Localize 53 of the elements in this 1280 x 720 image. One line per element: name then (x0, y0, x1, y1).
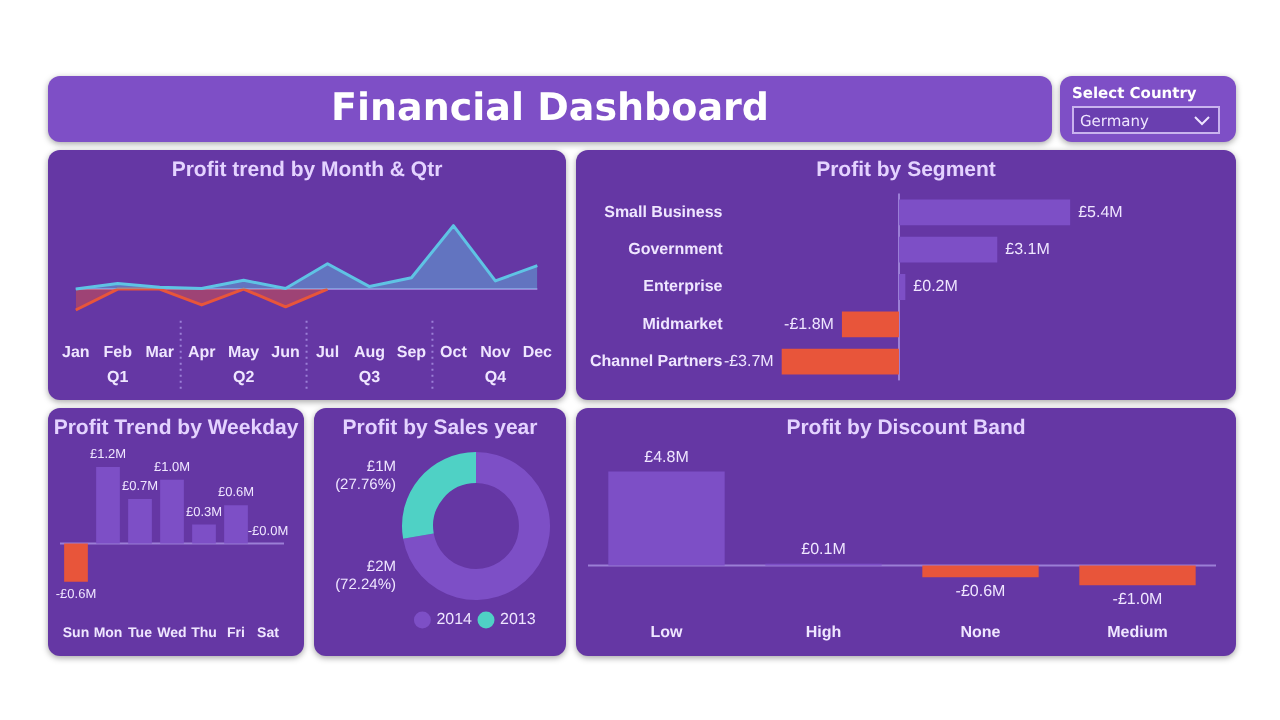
x-tick-label: Aug (353, 342, 386, 361)
x-tick-label: Jan (61, 342, 90, 361)
chart-title: Profit by Segment (814, 158, 998, 182)
data-label: -£1.0M (1112, 589, 1164, 608)
data-label: -£1.8M (784, 314, 835, 333)
x-tick-label: Mar (145, 342, 174, 361)
y-tick-label: Small Business (604, 202, 724, 221)
y-tick-label: Government (628, 240, 724, 259)
text: Financial Dashboard (48, 76, 1052, 142)
x-tick-label: Sep (396, 342, 427, 361)
x-tick-label: Low (650, 622, 685, 641)
data-label: £3.1M (1005, 240, 1051, 259)
data-label: £0.1M (801, 540, 847, 559)
x-tick-label: Jul (315, 342, 340, 361)
bar (96, 467, 120, 544)
legend-label: 2014 (436, 610, 474, 629)
y-tick-label: Midmarket (642, 314, 724, 333)
y-tick-label: Enterprise (643, 277, 724, 296)
data-label: £4.8M (644, 447, 690, 466)
bar (192, 524, 216, 544)
x-tick-label: None (960, 622, 1002, 641)
chart-title: Profit Trend by Weekday (51, 416, 301, 440)
x-tick-label: Dec (522, 342, 554, 361)
x-tick-label: May (228, 342, 261, 361)
text: Q3 (358, 368, 382, 387)
bar (841, 311, 899, 338)
x-tick-label: Nov (480, 342, 512, 361)
text: Q2 (232, 368, 256, 387)
bar (160, 479, 184, 544)
data-label: -£3.7M (723, 352, 775, 371)
data-label: -£0.6M (955, 581, 1007, 600)
x-tick-label: Apr (187, 342, 216, 361)
x-tick-label: Oct (440, 342, 468, 361)
text: Q4 (484, 368, 508, 387)
bar (224, 505, 248, 544)
bar (898, 199, 1071, 226)
bar (898, 236, 998, 263)
bar (128, 498, 152, 544)
x-tick-label: Feb (103, 342, 133, 361)
legend-label: 2013 (500, 610, 537, 629)
chart-title: Profit by Sales year (340, 416, 540, 440)
bar (781, 348, 899, 375)
chart-title: Profit trend by Month & Qtr (169, 158, 445, 182)
data-label: £0.2M (913, 277, 959, 296)
x-tick-label: High (805, 622, 842, 641)
y-tick-label: Channel Partners (589, 352, 724, 371)
x-tick-label: Jun (271, 342, 301, 361)
chart-title: Profit by Discount Band (784, 416, 1028, 440)
bar (64, 543, 88, 582)
x-tick-label: Medium (1107, 622, 1168, 641)
bar (898, 274, 906, 300)
text: Q1 (107, 368, 130, 387)
data-label: £5.4M (1078, 202, 1124, 221)
